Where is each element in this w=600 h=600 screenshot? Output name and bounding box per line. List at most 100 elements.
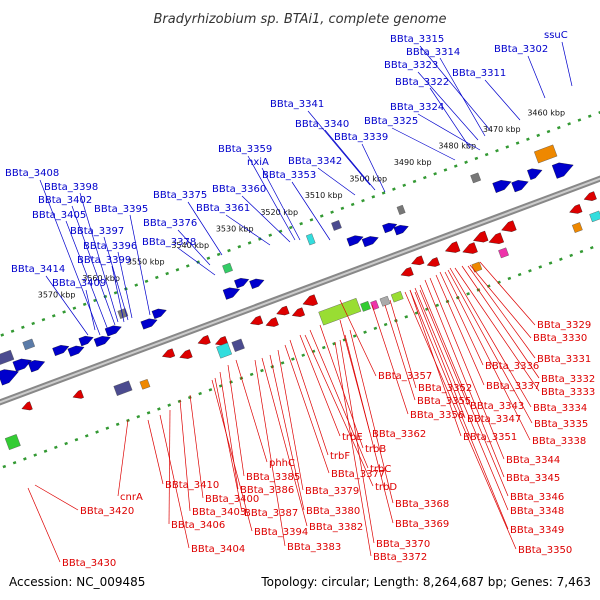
forward-gene-label-leader [429,87,471,149]
forward-gene-arrow [27,360,46,373]
reverse-gene-label-leader [269,354,305,511]
reverse-gene-label: BBta_3379 [305,486,359,497]
outer-tick-track [134,283,139,287]
inner-tick-track [115,422,120,427]
outer-tick-track [330,210,334,214]
inner-tick-track [146,411,151,415]
reverse-gene-label-leader [461,265,540,379]
reverse-gene-arrow [179,349,193,359]
forward-gene-arrow [527,168,543,180]
reverse-feature-box [318,297,362,326]
reverse-feature-box [139,378,151,390]
reverse-gene-arrow [462,242,478,254]
outer-tick-track [165,271,170,276]
map-title: Bradyrhizobium sp. BTAi1, complete genom… [153,12,446,27]
forward-gene-arrow [511,180,529,193]
reverse-gene-label: BBta_3335 [534,419,588,430]
outer-tick-track [237,245,242,249]
reverse-gene-label: BBta_3403 [192,507,246,518]
forward-gene-label: BBta_3353 [262,170,316,181]
outer-tick-track [361,198,365,203]
reverse-gene-label-leader [261,357,308,527]
reverse-gene-label-leader [189,394,204,499]
reverse-gene-label: BBta_3394 [254,527,308,538]
reverse-gene-label-leader [439,271,484,366]
reverse-gene-label: BBta_3356 [410,410,464,421]
reverse-feature-box [589,210,600,223]
inner-tick-track [229,380,233,384]
kbp-label: 3560 kbp [82,274,120,283]
outer-tick-track [227,248,231,253]
inner-tick-track [136,414,141,419]
forward-gene-arrow [361,236,379,248]
forward-gene-label: BBta_3302 [494,44,548,55]
map-body: 3460 kbp 3470 kbp 3480 kbp 3490 kbp 3500 kbp… [0,108,600,469]
outer-tick-track [350,202,355,207]
forward-gene-label: BBta_3342 [288,156,342,167]
forward-gene-label-leader [417,71,479,141]
forward-gene-label-leader [261,167,301,241]
inner-tick-track [383,322,388,327]
inner-tick-track [43,449,48,453]
kbp-label: 3530 kbp [216,224,254,233]
outer-tick-track [495,149,499,153]
forward-gene-label-leader [103,236,129,321]
reverse-gene-label-leader [447,269,533,424]
forward-gene-arrow [382,222,398,234]
outer-tick-track [206,256,211,260]
outer-tick-track [21,325,25,330]
kbp-label: 3460 kbp [527,108,565,117]
inner-tick-track [363,330,367,334]
reverse-gene-label: BBta_3404 [191,544,245,555]
forward-gene-label: BBta_3414 [11,264,65,275]
forward-gene-label-leader [361,143,386,193]
inner-tick-track [64,441,68,446]
reverse-gene-label: BBta_3344 [506,455,560,466]
reverse-gene-label: BBta_3385 [246,472,300,483]
reverse-gene-label-leader [168,409,171,525]
reverse-gene-label: BBta_3337 [486,381,540,392]
outer-tick-track [299,221,304,226]
inner-tick-track [2,464,7,469]
inner-tick-track [187,395,192,400]
reverse-gene-label-leader [409,289,509,530]
reverse-gene-arrow [426,257,440,267]
reverse-gene-label-leader [254,359,286,547]
reverse-gene-label: BBta_3332 [541,374,595,385]
forward-gene-label-leader [177,247,216,276]
inner-tick-track [218,384,223,388]
forward-gene-label-leader [187,201,223,256]
outer-tick-track [155,275,159,280]
reverse-gene-arrow [197,335,211,345]
inner-tick-track [23,457,27,461]
kbp-label: 3480 kbp [438,142,476,151]
forward-gene-label-leader [225,214,271,246]
forward-gene-label: BBta_3360 [212,184,266,195]
reverse-gene-label-leader [34,484,79,511]
outer-tick-track [505,145,510,149]
inner-tick-track [373,326,378,331]
inner-tick-track [435,303,440,308]
reverse-gene-label-leader [299,334,341,437]
kbp-label: 3570 kbp [38,291,76,300]
forward-gene-label: nxiA [247,157,269,168]
inner-tick-track [507,276,512,281]
inner-tick-track [579,249,584,254]
reverse-gene-label: BBta_3355 [417,396,471,407]
reverse-gene-label-leader [469,264,532,339]
forward-gene-label: BBta_3359 [218,144,272,155]
reverse-feature-box [4,434,21,451]
forward-gene-label: BBta_3322 [395,77,449,88]
reverse-gene-labels: BBta_3329BBta_3330BBta_3331BBta_3336BBta… [27,261,595,569]
reverse-gene-label-leader [344,334,394,524]
kbp-label: 3550 kbp [127,258,165,267]
forward-gene-label-leader [527,55,546,99]
reverse-gene-label: BBta_3387 [244,508,298,519]
reverse-gene-arrow [265,317,279,327]
reverse-gene-label: BBta_3329 [537,320,591,331]
reverse-gene-label-leader [371,304,409,415]
forward-gene-label: BBta_3340 [295,119,349,130]
forward-gene-label: BBta_3409 [52,278,106,289]
kbp-label: 3490 kbp [394,158,432,167]
outer-tick-track [175,268,180,272]
